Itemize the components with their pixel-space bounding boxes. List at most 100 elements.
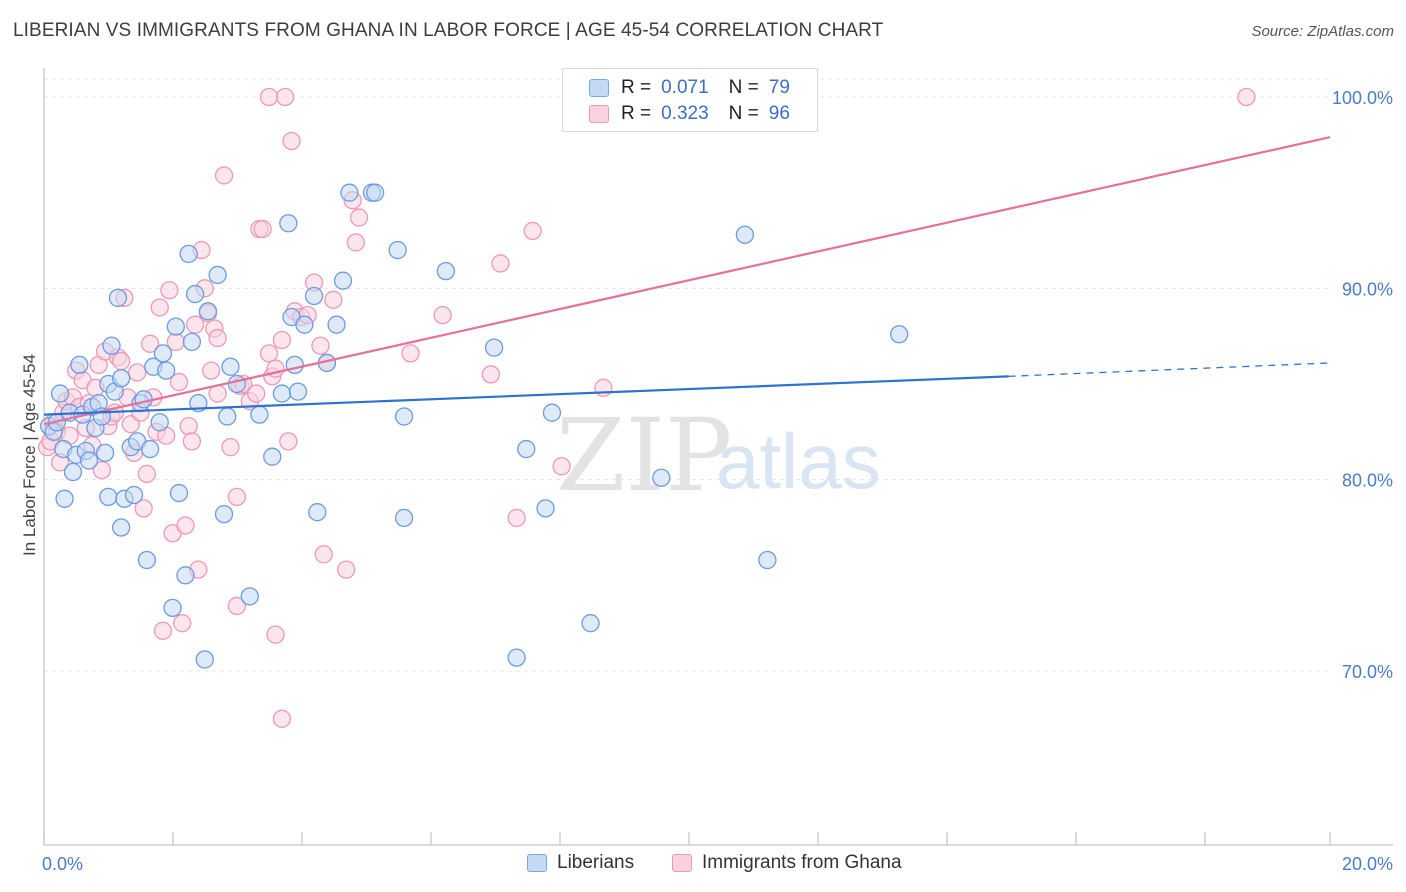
legend-swatch-ghana	[589, 105, 609, 123]
liberian-point	[517, 439, 536, 459]
ghana-point	[208, 328, 227, 348]
liberian-point	[124, 485, 144, 505]
ghana-point	[1237, 87, 1256, 107]
chart-title: LIBERIAN VS IMMIGRANTS FROM GHANA IN LAB…	[13, 20, 884, 41]
ghana-point	[128, 363, 147, 382]
liberian-point	[327, 315, 346, 334]
liberian-point	[195, 650, 214, 669]
legend-swatch-liberians	[589, 79, 609, 97]
trend-line-liberians-extension	[1008, 362, 1331, 377]
liberian-point	[365, 183, 385, 202]
ghana-point	[433, 305, 452, 325]
ghana-point	[266, 625, 285, 644]
liberian-point	[394, 407, 414, 426]
liberian-point	[99, 487, 118, 507]
liberian-point	[102, 336, 121, 355]
ghana-point	[279, 432, 298, 451]
liberian-point	[163, 598, 182, 618]
ghana-point	[221, 437, 240, 457]
ghana-point	[491, 254, 510, 273]
liberian-point	[182, 332, 202, 352]
legend-n-label: N =	[728, 103, 759, 124]
watermark: ZIP atlas	[556, 397, 881, 514]
liberian-point	[169, 483, 189, 503]
bottom-legend-swatch-liberians	[527, 854, 547, 872]
ghana-point	[324, 290, 343, 309]
ghana-point	[314, 545, 333, 564]
trend-line-liberians	[43, 375, 1009, 416]
ghana-point	[275, 87, 295, 107]
ghana-point	[272, 330, 292, 350]
ghana-point	[401, 344, 420, 363]
liberian-point	[436, 261, 456, 281]
liberian-point	[63, 462, 83, 482]
ghana-point	[311, 336, 330, 355]
ghana-point	[214, 166, 234, 185]
ghana-point	[259, 344, 279, 363]
ghana-point	[259, 87, 279, 107]
ghana-point	[247, 384, 266, 403]
liberian-point	[288, 382, 308, 401]
liberian-point	[179, 244, 198, 264]
liberian-point	[542, 403, 562, 422]
liberian-point	[50, 384, 70, 403]
legend-r-label: R =	[621, 77, 652, 98]
ghana-point	[523, 221, 542, 241]
legend-row-liberians: R = 0.071 N = 79	[589, 76, 790, 100]
liberian-point	[507, 648, 526, 667]
ghana-point	[337, 560, 356, 579]
liberian-point	[221, 357, 240, 376]
ghana-point	[202, 361, 221, 380]
liberian-point	[304, 286, 324, 306]
liberian-point	[176, 566, 195, 585]
legend-r-value: 0.323	[661, 103, 709, 124]
liberian-point	[263, 447, 282, 466]
x-tick-label-max: 20.0%	[1342, 854, 1393, 874]
ghana-point	[134, 499, 153, 518]
y-tick-label: 100.0%	[1332, 88, 1393, 108]
ghana-point	[160, 281, 179, 300]
bottom-legend-swatch-ghana	[672, 854, 692, 872]
liberian-point	[214, 504, 234, 524]
liberian-point	[285, 355, 304, 375]
liberian-point	[279, 214, 298, 233]
ghana-point	[282, 131, 301, 151]
y-axis-label: In Labor Force | Age 45-54	[20, 354, 39, 556]
bottom-legend-ghana: Immigrants from Ghana	[672, 852, 902, 874]
series-liberians	[39, 183, 909, 669]
x-tick-label-min: 0.0%	[42, 854, 83, 874]
ghana-point	[481, 365, 501, 384]
ghana-point	[507, 508, 526, 528]
liberian-point	[388, 240, 407, 260]
trend-line-ghana	[43, 136, 1331, 426]
liberian-point	[484, 338, 504, 357]
liberian-point	[272, 384, 292, 403]
ghana-point	[185, 315, 205, 334]
ghana-point	[153, 621, 173, 640]
legend-n-label: N =	[728, 77, 759, 98]
y-tick-labels: 70.0% 80.0% 90.0% 100.0%	[1332, 88, 1393, 682]
liberian-point	[70, 355, 89, 375]
ghana-point	[346, 233, 366, 252]
chart-source: Source: ZipAtlas.com	[1251, 23, 1394, 40]
bottom-legend-label-liberians: Liberians	[557, 852, 635, 873]
ghana-point	[182, 432, 202, 451]
ghana-point	[552, 457, 571, 476]
legend-n-value: 96	[768, 103, 790, 124]
liberian-point	[150, 413, 169, 432]
legend-r-value: 0.071	[661, 77, 709, 98]
ghana-point	[140, 334, 160, 353]
liberian-point	[295, 315, 314, 334]
liberian-point	[735, 225, 755, 244]
liberian-point	[333, 271, 353, 290]
ghana-point	[272, 709, 292, 728]
liberian-point	[185, 284, 205, 304]
ghana-point	[594, 378, 613, 397]
liberian-point	[95, 443, 115, 463]
ghana-point	[227, 487, 247, 507]
liberian-point	[250, 405, 269, 424]
liberian-point	[55, 489, 74, 508]
ghana-point	[227, 596, 247, 616]
y-tick-label: 80.0%	[1342, 471, 1393, 491]
